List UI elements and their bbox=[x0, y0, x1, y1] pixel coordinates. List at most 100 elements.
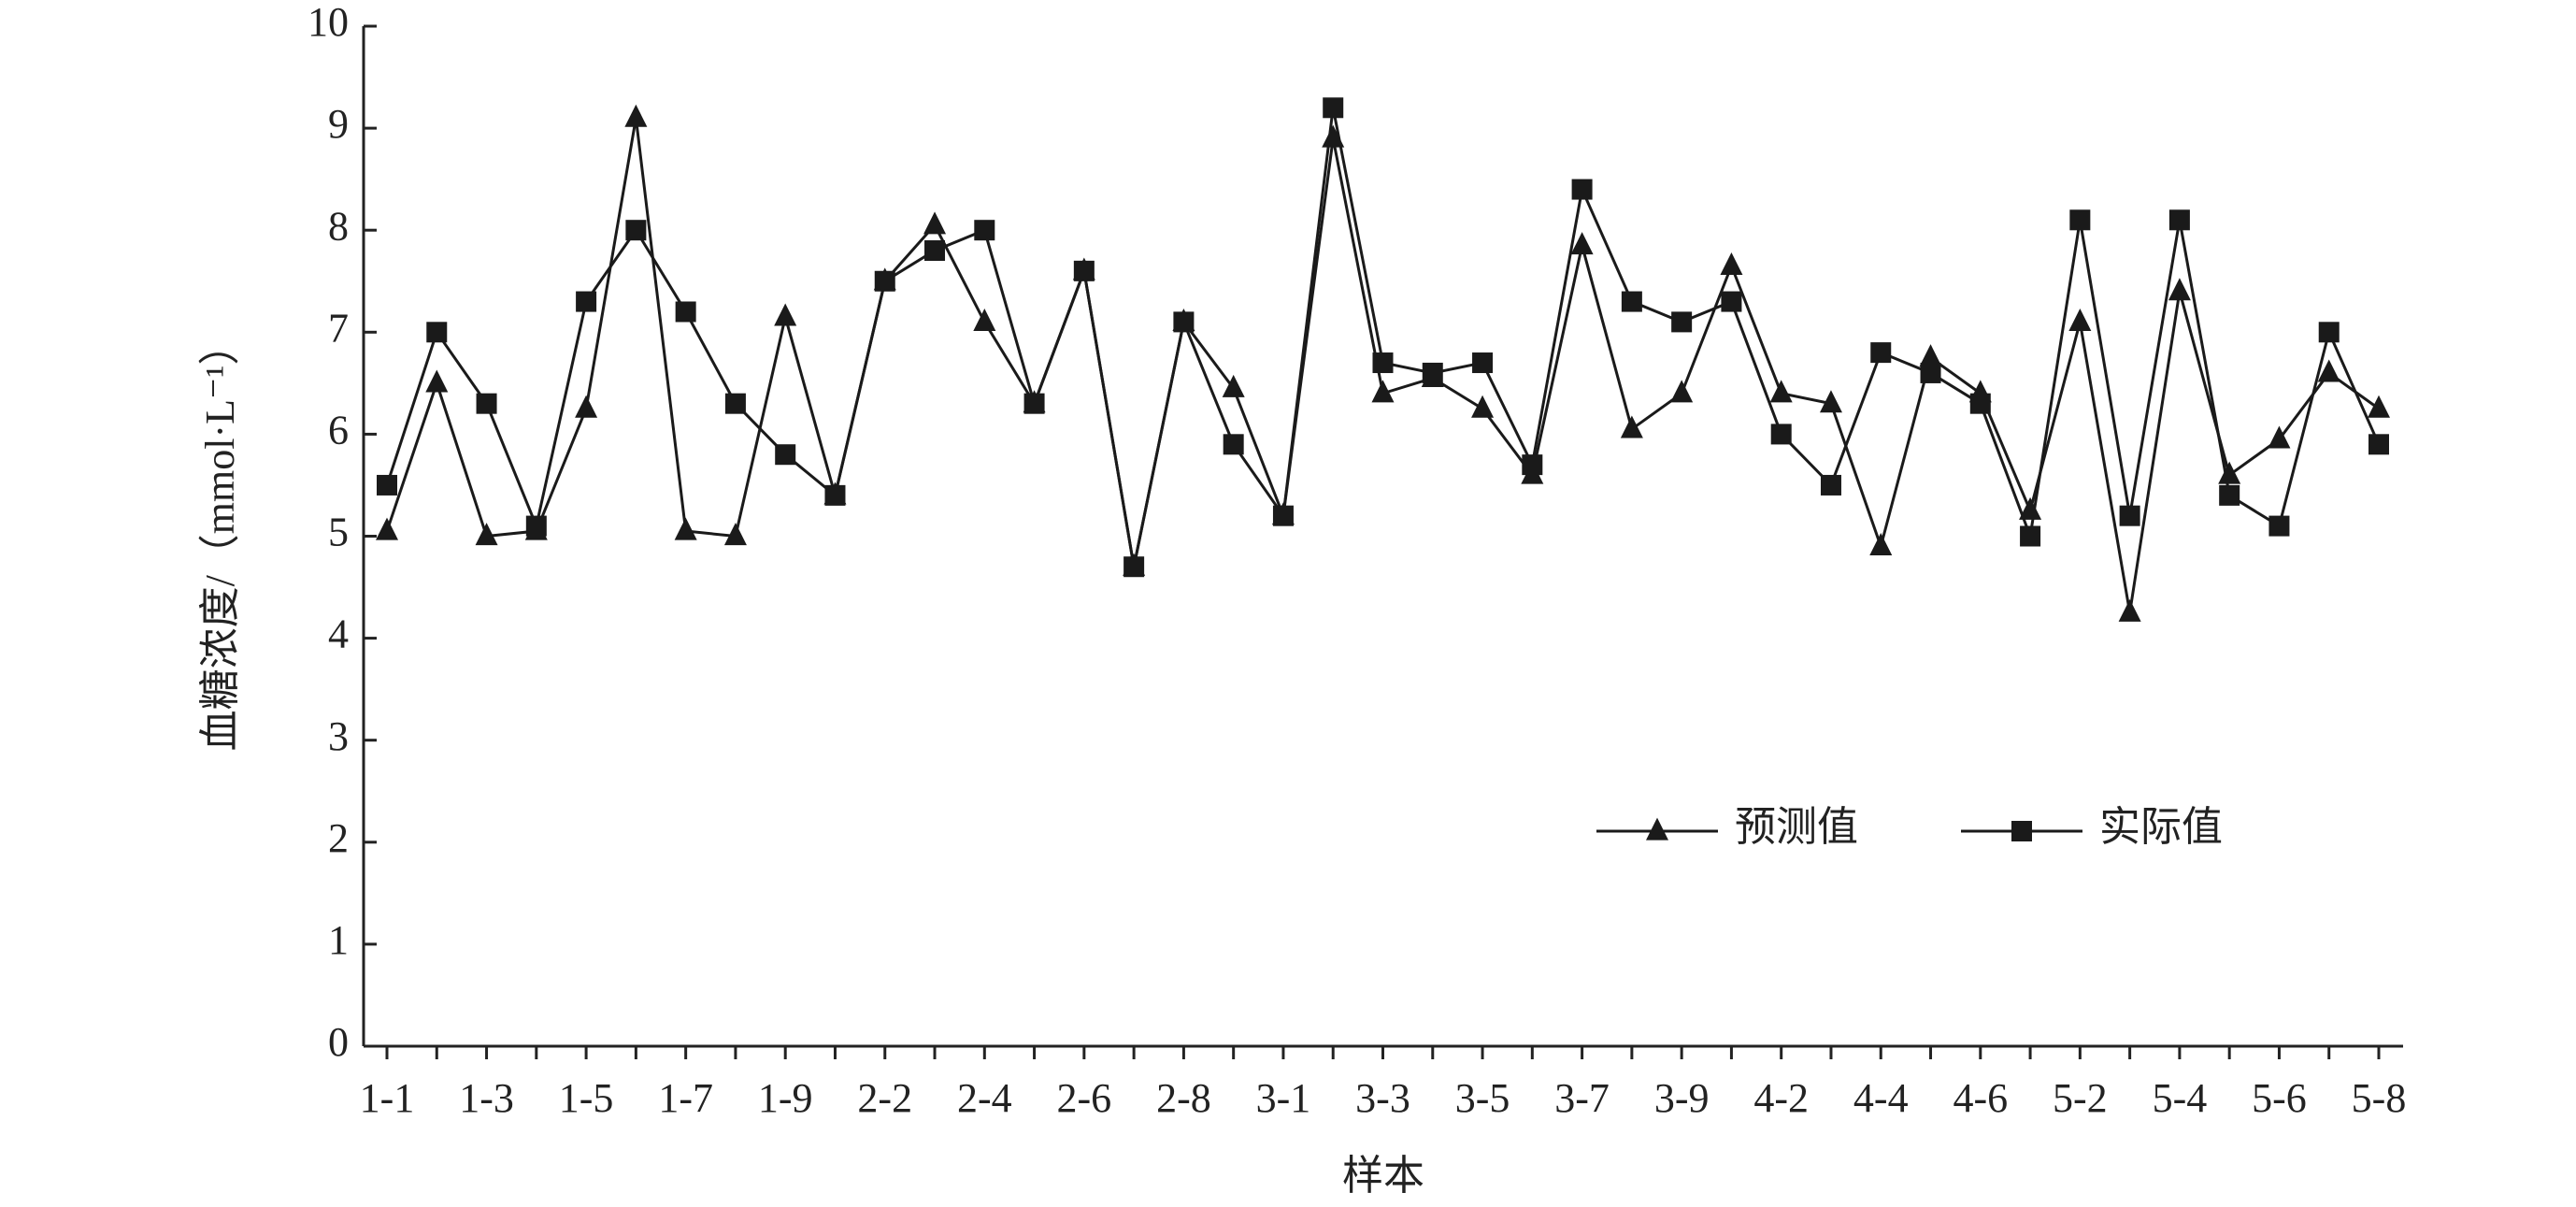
data-point bbox=[1570, 232, 1594, 255]
data-point bbox=[376, 517, 398, 540]
data-point bbox=[1870, 342, 1892, 364]
data-point bbox=[1472, 352, 1494, 374]
y-tick-label: 10 bbox=[308, 0, 349, 45]
data-point bbox=[1522, 454, 1543, 476]
data-point bbox=[775, 444, 796, 466]
data-point bbox=[425, 369, 449, 393]
data-point bbox=[724, 393, 746, 414]
data-point bbox=[1323, 97, 1344, 119]
data-point bbox=[2268, 515, 2290, 537]
data-point bbox=[1820, 474, 1841, 496]
data-point bbox=[1770, 424, 1792, 445]
data-point bbox=[2368, 395, 2390, 418]
y-tick-label: 3 bbox=[328, 713, 349, 759]
data-point bbox=[476, 393, 497, 414]
y-tick-label: 6 bbox=[328, 407, 349, 453]
data-point bbox=[2069, 209, 2091, 231]
data-point bbox=[974, 220, 995, 241]
data-point bbox=[874, 270, 895, 292]
data-point bbox=[2218, 461, 2241, 484]
data-point bbox=[1920, 362, 1941, 383]
data-point bbox=[1272, 505, 1294, 526]
data-point bbox=[924, 240, 946, 262]
x-tick-label: 4-2 bbox=[1753, 1075, 1809, 1121]
data-point bbox=[2020, 525, 2041, 547]
data-point bbox=[1869, 533, 1893, 556]
x-tick-label: 2-2 bbox=[857, 1075, 912, 1121]
x-tick-label: 2-4 bbox=[957, 1075, 1012, 1121]
data-point bbox=[625, 220, 647, 241]
data-point bbox=[377, 474, 397, 496]
data-point bbox=[923, 211, 947, 235]
y-axis-title: 血糖浓度/（mmol·L⁻¹） bbox=[197, 324, 243, 752]
x-tick-label: 3-1 bbox=[1256, 1075, 1311, 1121]
data-point bbox=[973, 308, 996, 331]
y-tick-label: 1 bbox=[328, 917, 349, 963]
x-tick-label: 5-4 bbox=[2153, 1075, 2208, 1121]
data-point bbox=[2168, 278, 2191, 301]
data-point bbox=[2068, 308, 2092, 331]
data-point bbox=[1173, 311, 1195, 333]
data-point bbox=[2318, 322, 2340, 343]
data-point bbox=[1721, 291, 1742, 312]
x-tick-label: 1-5 bbox=[559, 1075, 614, 1121]
y-tick-label: 5 bbox=[328, 510, 349, 555]
data-point bbox=[426, 322, 448, 343]
data-point bbox=[2317, 359, 2340, 382]
y-tick-label: 8 bbox=[328, 203, 349, 249]
data-point bbox=[2268, 425, 2291, 449]
data-point bbox=[1670, 380, 1694, 403]
series-line bbox=[385, 107, 2381, 568]
data-point bbox=[624, 104, 648, 127]
data-point bbox=[1769, 380, 1793, 403]
data-point bbox=[1073, 260, 1095, 281]
x-tick-label: 5-8 bbox=[2352, 1075, 2407, 1121]
data-point bbox=[675, 301, 696, 323]
x-tick-label: 5-2 bbox=[2053, 1075, 2108, 1121]
legend-marker bbox=[1646, 817, 1668, 841]
data-point bbox=[525, 515, 547, 537]
y-tick-label: 2 bbox=[328, 815, 349, 861]
y-tick-label: 9 bbox=[328, 101, 349, 147]
data-point bbox=[1223, 434, 1244, 455]
x-tick-label: 4-6 bbox=[1953, 1075, 2008, 1121]
data-point bbox=[1671, 311, 1693, 333]
data-point bbox=[2119, 505, 2140, 526]
data-point bbox=[576, 291, 597, 312]
data-point bbox=[774, 303, 797, 326]
y-tick-label: 4 bbox=[328, 611, 349, 657]
data-point bbox=[1422, 362, 1443, 383]
data-point bbox=[1819, 390, 1842, 413]
x-tick-label: 3-5 bbox=[1455, 1075, 1510, 1121]
data-point bbox=[1919, 344, 1942, 367]
data-point bbox=[1621, 291, 1642, 312]
data-point bbox=[1371, 380, 1395, 403]
data-point bbox=[2118, 598, 2141, 622]
data-point bbox=[1222, 374, 1245, 397]
x-tick-label: 4-4 bbox=[1853, 1075, 1909, 1121]
legend-label: 预测值 bbox=[1735, 804, 1858, 850]
x-tick-label: 1-9 bbox=[758, 1075, 813, 1121]
y-tick-label: 0 bbox=[328, 1019, 349, 1065]
x-tick-label: 5-6 bbox=[2252, 1075, 2307, 1121]
data-point bbox=[674, 517, 697, 540]
data-point bbox=[475, 523, 498, 546]
x-tick-label: 3-3 bbox=[1355, 1075, 1410, 1121]
x-tick-label: 3-9 bbox=[1654, 1075, 1710, 1121]
x-tick-label: 3-7 bbox=[1554, 1075, 1610, 1121]
data-point bbox=[1023, 393, 1045, 414]
data-point bbox=[2219, 484, 2240, 506]
x-tick-label: 1-3 bbox=[459, 1075, 514, 1121]
x-tick-label: 1-1 bbox=[360, 1075, 415, 1121]
data-point bbox=[1720, 251, 1743, 275]
data-point bbox=[1620, 415, 1643, 438]
x-tick-label: 2-8 bbox=[1156, 1075, 1211, 1121]
data-point bbox=[575, 395, 598, 418]
data-point bbox=[2019, 496, 2042, 520]
data-point bbox=[1471, 395, 1495, 418]
data-point bbox=[723, 523, 747, 546]
data-point bbox=[1372, 352, 1394, 374]
data-point bbox=[1969, 393, 1991, 414]
y-tick-label: 7 bbox=[328, 305, 349, 351]
